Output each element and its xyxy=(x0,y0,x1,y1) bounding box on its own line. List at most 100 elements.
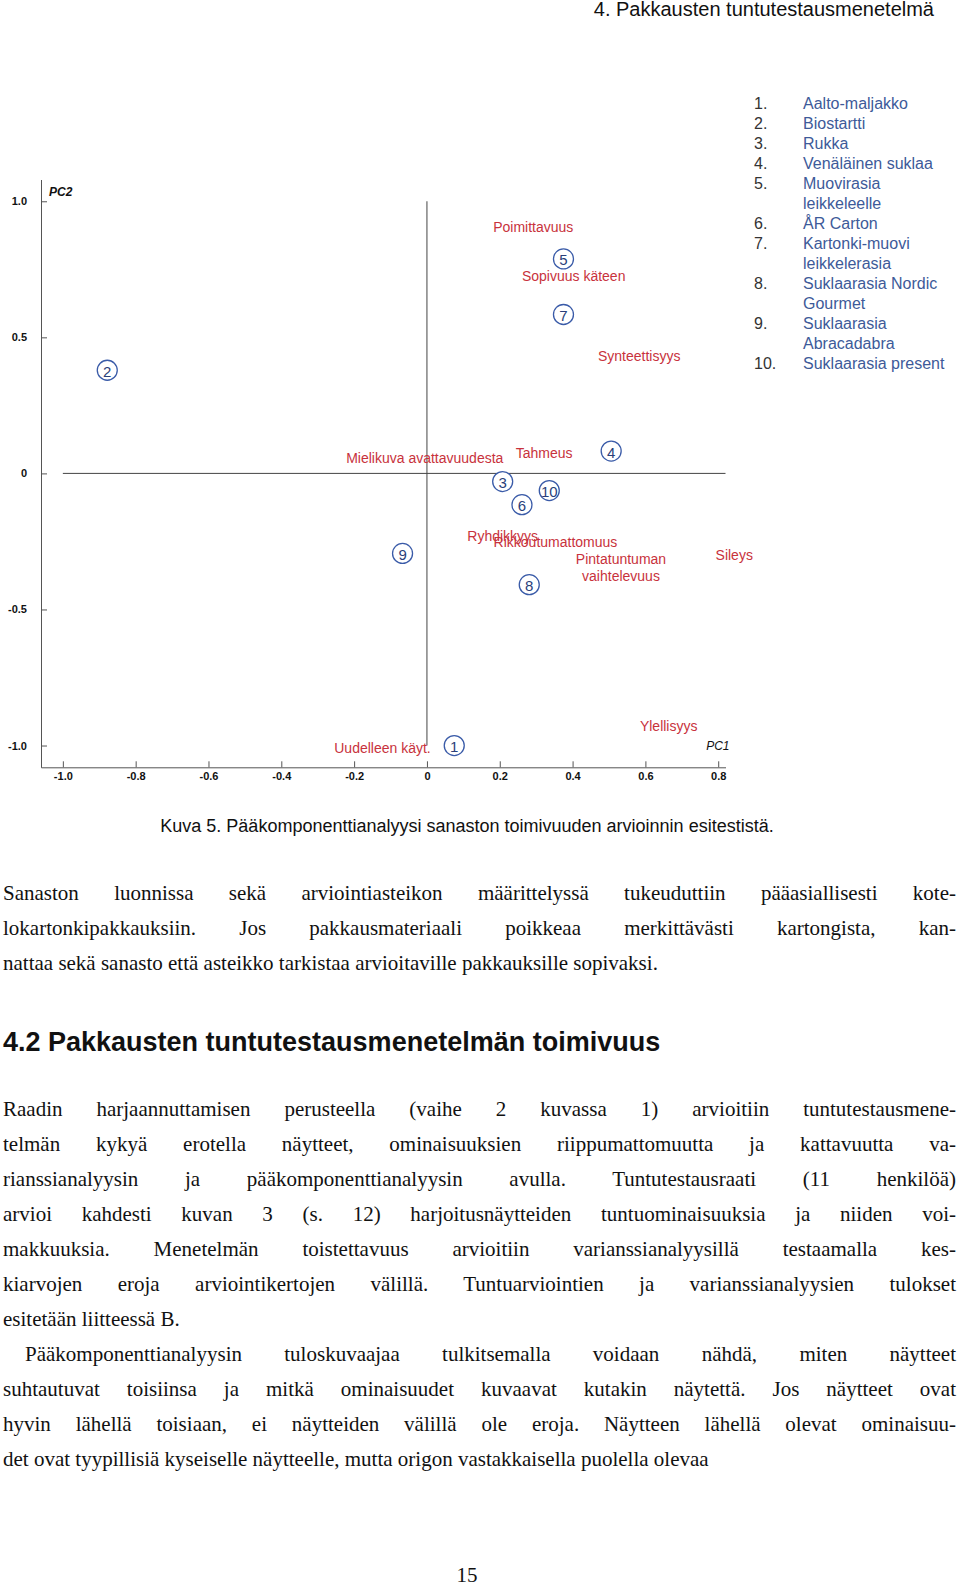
x-tick-label: 0.2 xyxy=(493,770,508,782)
sample-name: Muovirasia leikkeleelle xyxy=(803,174,959,214)
sample-item: 10.Suklaarasia present xyxy=(754,354,959,374)
sample-name: Biostartti xyxy=(803,114,959,134)
point xyxy=(553,304,573,324)
point xyxy=(512,495,532,515)
running-header: 4. Pakkausten tuntutestausmenetelmä xyxy=(594,0,934,21)
attribute-label: Ylellisyys xyxy=(640,718,698,734)
attribute-label: Sileys xyxy=(716,547,753,563)
sample-number: 4. xyxy=(754,154,803,174)
x-tick-label: -0.2 xyxy=(345,770,364,782)
x-axis-line xyxy=(42,767,727,768)
point xyxy=(97,360,117,380)
point-label: 2 xyxy=(103,363,111,380)
y-tick-label: -1.0 xyxy=(8,740,27,752)
text-line: arvioi kahdesti kuvan 3 (s. 12) harjoitu… xyxy=(3,1197,956,1232)
x-tick-label: -0.8 xyxy=(127,770,146,782)
x-tick-mark xyxy=(136,761,137,767)
sample-name: Rukka xyxy=(803,134,959,154)
x-tick-label: 0.4 xyxy=(565,770,581,782)
sample-number: 7. xyxy=(754,234,803,274)
y-tick-label: 0 xyxy=(21,467,27,479)
page-number: 15 xyxy=(417,1562,517,1586)
sample-number: 1. xyxy=(754,94,803,114)
sample-item: 1.Aalto-maljakko xyxy=(754,94,959,114)
text-line: Raadin harjaannuttamisen perusteella (va… xyxy=(3,1092,956,1127)
text-line: nattaa sekä sanasto että asteikko tarkis… xyxy=(3,946,956,981)
x-tick-label: -1.0 xyxy=(54,770,73,782)
point xyxy=(601,441,621,461)
sample-number: 9. xyxy=(754,314,803,354)
x-tick: -0.8 xyxy=(127,761,146,782)
sample-name: Aalto-maljakko xyxy=(803,94,959,114)
text-line: makkuuksia. Menetelmän toistettavuus arv… xyxy=(3,1232,956,1267)
x-tick-label: 0 xyxy=(424,770,430,782)
attribute-label-line: Pintatuntuman xyxy=(576,551,666,567)
attribute-label: Rikkoutumattomuus xyxy=(494,534,618,550)
sample-number: 3. xyxy=(754,134,803,154)
y-tick-mark xyxy=(41,746,47,747)
attribute-label: Tahmeus xyxy=(516,445,573,461)
sample-number: 5. xyxy=(754,174,803,214)
x-tick-label: -0.4 xyxy=(272,770,292,782)
text-line: suhtautuvat toisiinsa ja mitkä ominaisuu… xyxy=(3,1372,956,1407)
section-heading: 4.2 Pakkausten tuntutestausmenetelmän to… xyxy=(3,1025,660,1059)
y-axis-title: PC2 xyxy=(49,185,73,199)
y-tick: 1.0 xyxy=(12,195,47,207)
sample-name: ÅR Carton xyxy=(803,214,959,234)
sample-name: Suklaarasia Nordic Gourmet xyxy=(803,274,959,314)
x-tick: -0.2 xyxy=(345,761,364,782)
point-label: 4 xyxy=(607,444,615,461)
x-tick: 0 xyxy=(424,761,430,782)
sample-number: 10. xyxy=(754,354,803,374)
text-line: det ovat tyypillisiä kyseiselle näytteel… xyxy=(3,1442,956,1477)
sample-item: 7.Kartonki-muovi leikkelerasia xyxy=(754,234,959,274)
x-tick-mark xyxy=(718,761,719,767)
y-tick: 0 xyxy=(21,467,47,479)
x-tick: -0.4 xyxy=(272,761,292,782)
points xyxy=(97,249,621,756)
x-tick-mark xyxy=(645,761,646,767)
x-tick-label: 0.6 xyxy=(638,770,653,782)
y-tick-label: -0.5 xyxy=(8,603,27,615)
attribute-label: Synteettisyys xyxy=(598,348,680,364)
y-tick: -1.0 xyxy=(8,740,47,752)
point-label: 10 xyxy=(541,483,558,500)
y-tick-mark xyxy=(41,337,47,338)
attribute-labels: Poimittavuus Sopivuus käteen Synteettisyys… xyxy=(334,219,753,757)
point-label: 6 xyxy=(518,497,526,514)
point xyxy=(553,249,573,269)
attribute-label: Sopivuus käteen xyxy=(522,268,626,284)
y-tick-label: 0.5 xyxy=(12,331,27,343)
point xyxy=(444,736,464,756)
point-label: 1 xyxy=(450,738,458,755)
point xyxy=(519,575,539,595)
sample-name: Venäläinen suklaa xyxy=(803,154,959,174)
point xyxy=(493,472,513,492)
point xyxy=(539,481,559,501)
point-labels: 12345678910 xyxy=(103,251,615,755)
sample-item: 9.Suklaarasia Abracadabra xyxy=(754,314,959,354)
text-line: lokartonkipakkauksiin. Jos pakkausmateri… xyxy=(3,911,956,946)
sample-item: 5.Muovirasia leikkeleelle xyxy=(754,174,959,214)
sample-name: Suklaarasia Abracadabra xyxy=(803,314,959,354)
x-tick-mark xyxy=(354,761,355,767)
x-tick-mark xyxy=(63,761,64,767)
y-tick: 0.5 xyxy=(12,331,47,343)
y-tick: -0.5 xyxy=(8,603,47,615)
x-tick: 0.2 xyxy=(493,761,508,782)
attribute-label: Mielikuva avattavuudesta xyxy=(346,450,503,466)
sample-number: 8. xyxy=(754,274,803,314)
x-tick-mark xyxy=(208,761,209,767)
x-tick-mark xyxy=(500,761,501,767)
x-tick-label: 0.8 xyxy=(711,770,726,782)
attribute-label: Poimittavuus xyxy=(493,219,573,235)
sample-number: 2. xyxy=(754,114,803,134)
y-tick-mark xyxy=(41,609,47,610)
attribute-label: Uudelleen käyt. xyxy=(334,740,431,756)
sample-item: 3.Rukka xyxy=(754,134,959,154)
sample-item: 6.ÅR Carton xyxy=(754,214,959,234)
y-tick-mark xyxy=(41,201,47,202)
text-line: hyvin lähellä toisiaan, ei näytteiden vä… xyxy=(3,1407,956,1442)
point-label: 3 xyxy=(499,474,507,491)
origin-lines xyxy=(63,201,726,745)
